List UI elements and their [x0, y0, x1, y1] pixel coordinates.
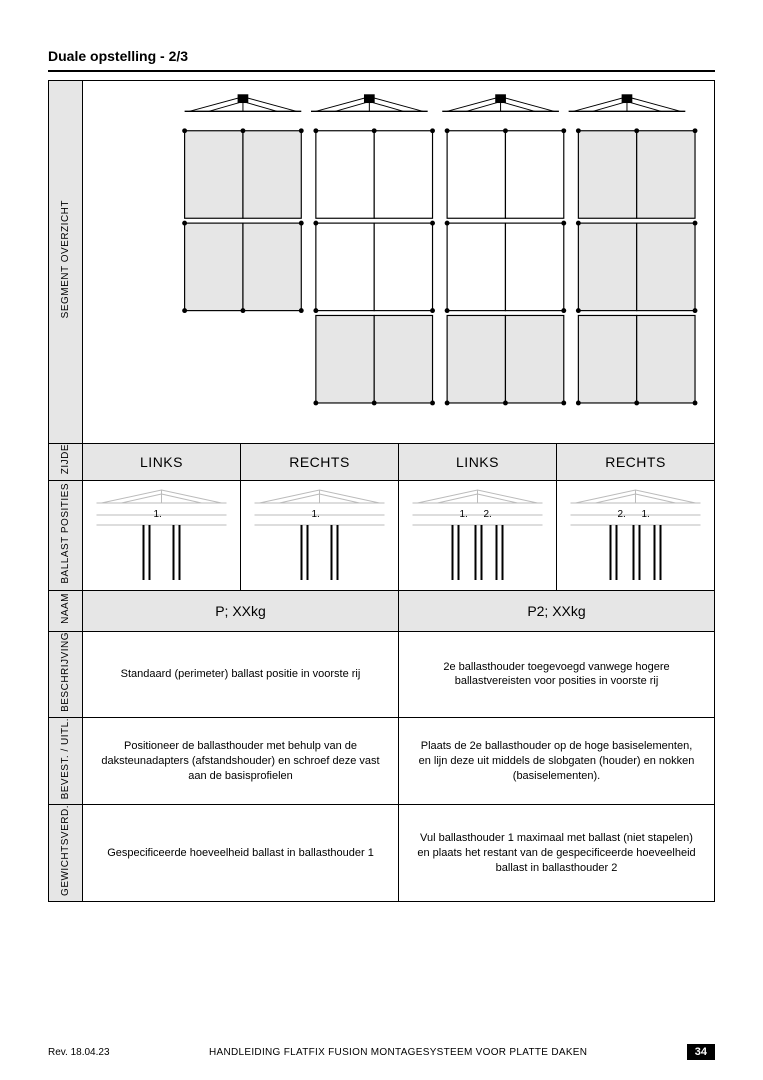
gewicht-right: Vul ballasthouder 1 maximaal met ballast… [399, 805, 715, 902]
desc-right: 2e ballasthouder toegevoegd vanwege hoge… [399, 632, 715, 718]
bevest-right: Plaats de 2e ballasthouder op de hoge ba… [399, 717, 715, 804]
row-label-gewicht: GEWICHTSVERD. [49, 805, 83, 902]
ballast-label-1: 1. [154, 509, 162, 520]
row-label-beschrijving: BESCHRIJVING [49, 632, 83, 718]
ballast-label-3a: 1. [460, 509, 468, 520]
gewicht-left: Gespecificeerde hoeveelheid ballast in b… [83, 805, 399, 902]
row-label-ballast-text: BALLAST POSITIES [60, 483, 71, 584]
col-links-1: LINKS [83, 444, 241, 481]
footer: Rev. 18.04.23 HANDLEIDING FLATFIX FUSION… [48, 1044, 715, 1060]
ballast-label-2: 1. [312, 509, 320, 520]
row-label-beschrijving-text: BESCHRIJVING [60, 632, 71, 712]
segment-overview-diagram [89, 87, 708, 437]
ballast-diagram-2: 1. [241, 481, 399, 591]
row-label-naam: NAAM [49, 591, 83, 632]
row-label-segment: SEGMENT OVERZICHT [49, 81, 83, 444]
title-rule [48, 70, 715, 72]
ballast-diagram-4: 2. 1. [557, 481, 715, 591]
footer-rev: Rev. 18.04.23 [48, 1047, 110, 1058]
ballast-diagram-3: 1. 2. [399, 481, 557, 591]
col-links-2: LINKS [399, 444, 557, 481]
desc-left: Standaard (perimeter) ballast positie in… [83, 632, 399, 718]
row-label-bevest-text: BEVEST. / UITL. [60, 718, 71, 799]
name-left: P; XXkg [83, 591, 399, 632]
row-label-zijde: ZIJDE [49, 444, 83, 481]
ballast-label-4b: 1. [642, 509, 650, 520]
bevest-left: Positioneer de ballasthouder met behulp … [83, 717, 399, 804]
ballast-label-4a: 2. [618, 509, 626, 520]
row-label-zijde-text: ZIJDE [60, 444, 71, 474]
ballast-diagram-1: 1. [83, 481, 241, 591]
name-right: P2; XXkg [399, 591, 715, 632]
col-rechts-2: RECHTS [557, 444, 715, 481]
footer-page: 34 [687, 1044, 715, 1060]
main-table: SEGMENT OVERZICHT [48, 80, 715, 902]
col-rechts-1: RECHTS [241, 444, 399, 481]
ballast-label-3b: 2. [484, 509, 492, 520]
segment-diagram-cell [83, 81, 715, 444]
row-label-bevest: BEVEST. / UITL. [49, 717, 83, 804]
footer-title: HANDLEIDING FLATFIX FUSION MONTAGESYSTEE… [110, 1047, 687, 1058]
row-label-naam-text: NAAM [60, 593, 71, 624]
row-label-ballast: BALLAST POSITIES [49, 481, 83, 591]
row-label-segment-text: SEGMENT OVERZICHT [60, 200, 71, 318]
row-label-gewicht-text: GEWICHTSVERD. [60, 805, 71, 896]
page-title: Duale opstelling - 2/3 [48, 48, 715, 64]
